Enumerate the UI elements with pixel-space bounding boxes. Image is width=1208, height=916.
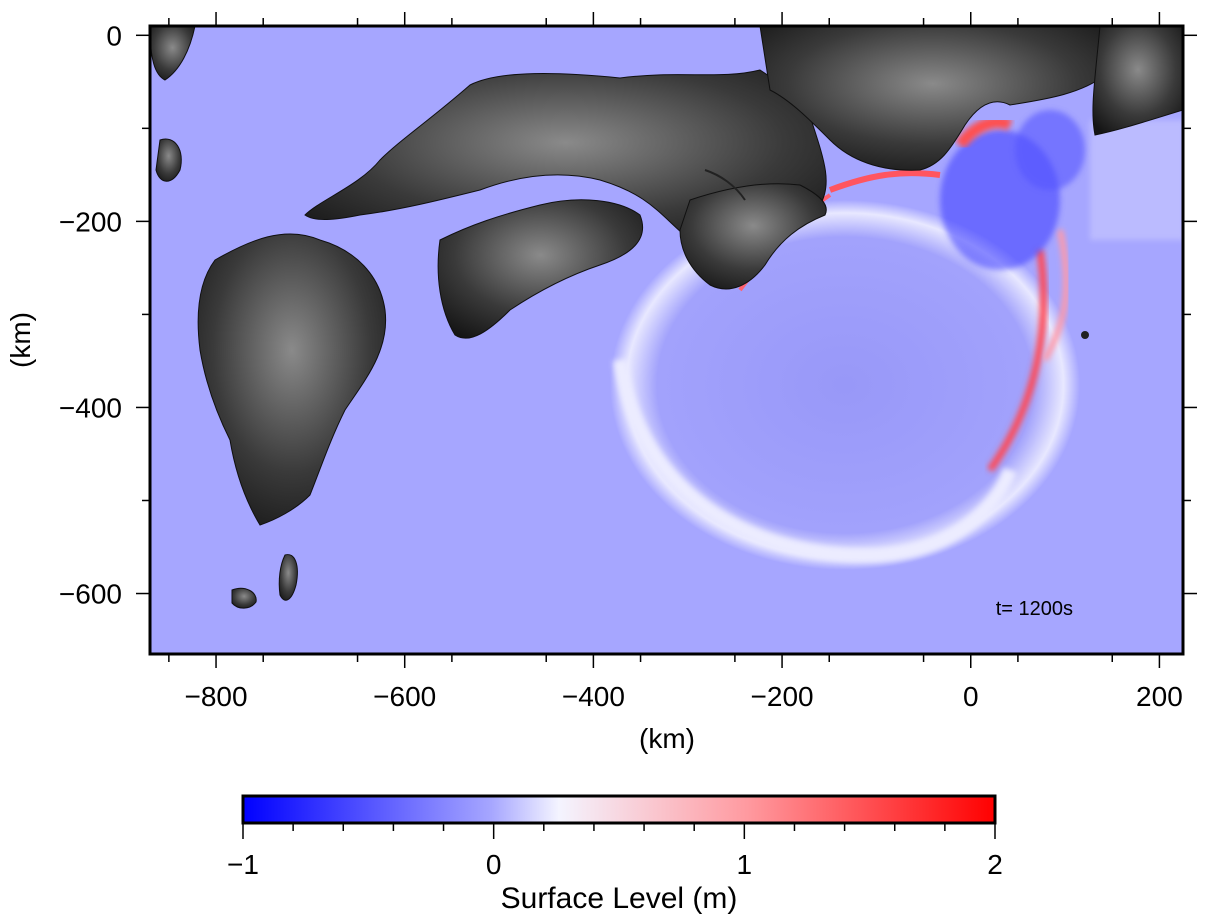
colorbar-tick-label: 1 <box>737 849 753 880</box>
time-annotation: t= 1200s <box>996 598 1073 620</box>
x-tick-label: −800 <box>184 681 247 712</box>
island-oki <box>155 138 182 182</box>
colorbar-gradient <box>241 794 997 825</box>
colorbar-tick-label: 2 <box>987 849 1003 880</box>
y-tick-label: 0 <box>106 20 122 51</box>
colorbar-tick-label: 0 <box>486 849 502 880</box>
landmass-honshu-central <box>759 26 1106 171</box>
colorbar-tick-label: −1 <box>227 849 259 880</box>
x-tick-label: −400 <box>562 681 625 712</box>
landmass-kanto <box>1092 26 1183 136</box>
colorbar: −1 0 1 2 Surface Level (m) <box>227 794 1003 915</box>
island-tanegashima <box>278 554 298 601</box>
y-tick-label: −600 <box>59 579 122 610</box>
y-tick-label: −200 <box>59 206 122 237</box>
landmass-kyushu <box>197 233 387 526</box>
map-panel: −800 −600 −400 −200 0 200 0 −200 −400 −600 (km) (… <box>5 12 1197 754</box>
island-yakushima <box>231 587 257 609</box>
x-axis-label: (km) <box>639 723 695 754</box>
colorbar-tick-labels: −1 0 1 2 <box>227 849 1003 880</box>
y-axis-label: (km) <box>5 312 36 368</box>
x-tick-label: 0 <box>963 681 979 712</box>
axis-ticks <box>136 12 1197 668</box>
colorbar-ticks <box>242 823 996 839</box>
x-tick-label: −200 <box>751 681 814 712</box>
x-tick-label: 200 <box>1136 681 1183 712</box>
axis-tick-labels: −800 −600 −400 −200 0 200 0 −200 −400 −600 <box>59 20 1183 712</box>
landmass-shikoku <box>437 199 644 339</box>
x-tick-label: −600 <box>373 681 436 712</box>
island-izu <box>1081 331 1089 339</box>
landmass-kii-peninsula <box>679 183 827 290</box>
land <box>150 26 1183 609</box>
map-frame <box>148 24 1185 656</box>
coastline-detail <box>704 169 746 201</box>
y-tick-label: −400 <box>59 392 122 423</box>
landmass-okushiri <box>150 26 196 81</box>
colorbar-label: Surface Level (m) <box>501 882 738 915</box>
